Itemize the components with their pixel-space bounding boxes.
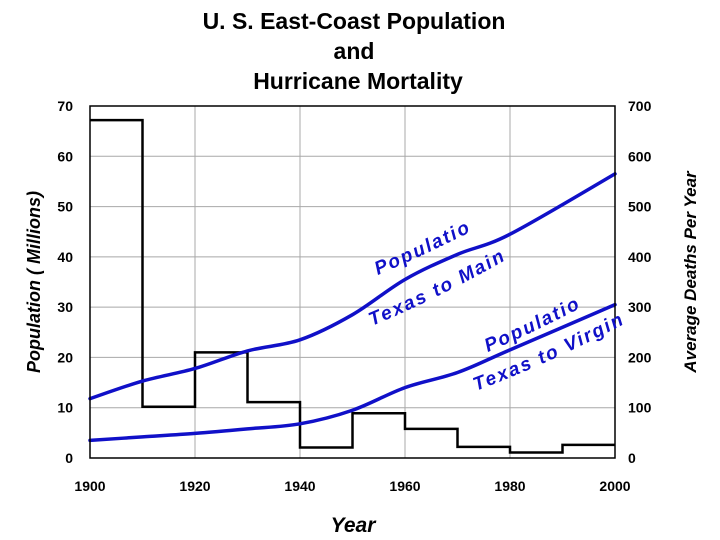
x-tick-label: 1980 [494, 478, 525, 494]
curve-label: Population [0, 0, 475, 280]
x-tick-label: 1960 [389, 478, 420, 494]
y-left-tick-label: 70 [57, 98, 73, 114]
curve-label-text: Population [0, 0, 473, 280]
y-right-tick-label: 700 [628, 98, 652, 114]
x-tick-label: 1920 [179, 478, 210, 494]
y-right-tick-label: 0 [628, 450, 636, 466]
x-tick-label: 1940 [284, 478, 315, 494]
y-right-tick-label: 400 [628, 249, 652, 265]
x-axis-label: Year [331, 514, 378, 537]
population-line-2 [88, 302, 617, 443]
curve-labels: PopulationTexas to MainePopulationTexas … [0, 0, 626, 396]
y-left-tick-label: 10 [57, 400, 73, 416]
y-right-tick-label: 300 [628, 299, 652, 315]
population-line-1 [88, 172, 617, 401]
y-left-tick-label: 60 [57, 148, 73, 164]
y-left-tick-label: 50 [57, 199, 73, 215]
curve-label-text: Texas to Maine [0, 0, 508, 331]
y-left-tick-label: 20 [57, 349, 73, 365]
y-axis-label-left: Population ( Millions) [24, 191, 44, 373]
y-left-tick-label: 30 [57, 299, 73, 315]
plot-frame [89, 105, 616, 459]
curve-label-text: Population [0, 0, 582, 357]
chart-title-line-1: U. S. East-Coast Population [203, 8, 506, 34]
mortality-step-line [90, 118, 615, 454]
plot-data [88, 118, 617, 454]
y-left-tick-label: 0 [65, 450, 73, 466]
chart-title-line-2: and [334, 38, 375, 64]
tick-labels: 1900 1920 1940 1960 1980 20000102030405060700… [57, 98, 651, 494]
y-axis-label-right: Average Deaths Per Year [681, 170, 700, 374]
curve-label: Texas to Maine [0, 0, 510, 331]
y-right-tick-label: 200 [628, 349, 652, 365]
chart-title-line-3: Hurricane Mortality [253, 68, 463, 94]
y-left-tick-label: 40 [57, 249, 73, 265]
gridlines [89, 105, 616, 459]
x-tick-label: 1900 [74, 478, 105, 494]
x-tick-label: 2000 [599, 478, 630, 494]
y-right-tick-label: 600 [628, 148, 652, 164]
y-right-tick-label: 100 [628, 400, 652, 416]
plot-border [89, 105, 616, 459]
y-right-tick-label: 500 [628, 199, 652, 215]
curve-label: Population [0, 0, 582, 357]
